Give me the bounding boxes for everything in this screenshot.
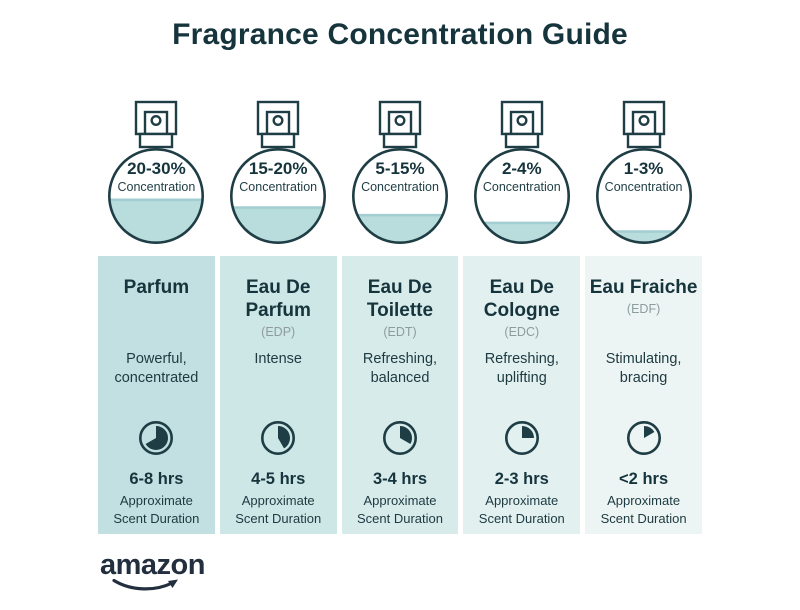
fragrance-abbr: (EDP) [261,325,296,340]
perfume-bottle-icon [473,100,570,245]
perfume-bottle: 2-4% Concentration [463,100,580,246]
scent-duration-clock-icon [624,416,664,460]
fragrance-name: Eau De Toilette [366,277,434,322]
fragrance-description: Refreshing, uplifting [484,351,559,387]
duration-label: Approximate Scent Duration [113,493,200,526]
duration-label: Approximate Scent Duration [356,493,443,526]
fragrance-name: Eau De Parfum [245,277,311,322]
fragrance-name: Parfum [123,277,190,298]
perfume-bottle-icon [230,100,327,245]
page-title: Fragrance Concentration Guide [172,18,628,51]
scent-duration-clock-icon [136,416,176,460]
column-header: Parfum [98,276,215,350]
amazon-smile-icon [112,578,178,591]
perfume-bottle-icon [351,100,448,245]
duration-label: Approximate Scent Duration [600,493,687,526]
duration-value: 6-8 hrs [129,470,184,488]
fragrance-column-eau-de-cologne: Eau De Cologne (EDC) Refreshing, uplifting… [463,256,581,534]
perfume-bottle-icon [595,100,692,245]
bottles-row: 20-30% Concentration 15-20% Concentration 5-… [98,100,702,246]
fragrance-column-parfum: Parfum Powerful, concentrated 6-8 hrs Appro… [98,256,215,534]
duration-value: 2-3 hrs [494,470,549,488]
fragrance-column-eau-de-parfum: Eau De Parfum (EDP) Intense 4-5 hrs Approxim… [219,256,337,534]
fragrance-description: Refreshing, balanced [362,351,438,387]
column-header: Eau De Toilette (EDT) [342,276,459,350]
perfume-bottle: 20-30% Concentration [98,100,215,246]
perfume-bottle: 5-15% Concentration [342,100,459,246]
duration-value: <2 hrs [619,470,669,488]
duration-value: 3-4 hrs [372,470,428,488]
fragrance-description: Intense [254,351,302,367]
column-header: Eau De Parfum (EDP) [220,276,337,350]
brand-wordmark: amazon [100,549,205,581]
duration-value: 4-5 hrs [251,470,306,488]
fragrance-column-eau-de-toilette: Eau De Toilette (EDT) Refreshing, balanced… [341,256,459,534]
scent-duration-clock-icon [258,416,298,460]
fragrance-abbr: (EDC) [504,325,540,340]
duration-label: Approximate Scent Duration [478,493,565,526]
column-header: Eau De Cologne (EDC) [463,276,580,350]
fragrance-abbr: (EDT) [383,325,417,340]
fragrance-column-eau-fraiche: Eau Fraiche (EDF) Stimulating, bracing <2 h… [585,256,702,534]
perfume-bottle: 15-20% Concentration [220,100,337,246]
fragrance-name: Eau De Cologne [483,277,560,322]
scent-duration-clock-icon [380,416,420,460]
fragrance-description: Powerful, concentrated [114,351,199,387]
scent-duration-clock-icon [502,416,542,460]
duration-label: Approximate Scent Duration [235,493,322,526]
brand-logo: amazon [100,551,230,599]
fragrance-description: Stimulating, bracing [605,351,682,387]
column-header: Eau Fraiche (EDF) [585,276,702,350]
columns-row: Parfum Powerful, concentrated 6-8 hrs Appro… [98,256,702,534]
perfume-bottle-icon [108,100,205,245]
fragrance-name: Eau Fraiche [589,277,698,298]
fragrance-abbr: (EDF) [626,302,661,317]
perfume-bottle: 1-3% Concentration [585,100,702,246]
